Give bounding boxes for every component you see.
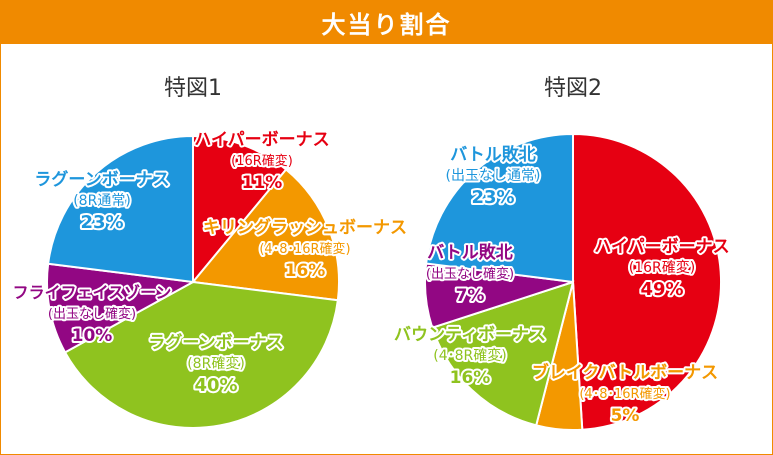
slice-subtitle: (出玉なし通常)	[446, 168, 541, 184]
slice-name: バウンティボーナス	[394, 325, 546, 345]
slice-name: ブレイクバトルボーナス	[532, 362, 718, 383]
slice-percent: 16%	[285, 261, 326, 281]
pie-1-label-3: ラグーンボーナス (8R確変) 40%	[146, 330, 285, 398]
chart-1-title: 特図1	[164, 76, 222, 101]
slice-subtitle: (出玉なし確変)	[48, 306, 136, 322]
pie-1-slice-1	[192, 134, 288, 285]
slice-percent: 10%	[72, 326, 113, 346]
slice-percent: 7%	[456, 286, 485, 306]
pie-1-slice-5	[47, 134, 194, 284]
slice-subtitle: (16R確変)	[629, 259, 695, 276]
pie-2-label-2: ブレイクバトルボーナス (4･8･16R確変) 5%	[530, 360, 720, 428]
slice-name: ラグーンボーナス	[34, 169, 169, 190]
slice-percent: 5%	[611, 406, 640, 426]
slice-percent: 23%	[471, 187, 514, 208]
slice-percent: 49%	[640, 279, 683, 300]
slice-percent: 40%	[194, 375, 237, 396]
slice-name: フライフェイスゾーン	[13, 283, 172, 302]
chart-2-title: 特図2	[544, 76, 602, 101]
slice-name: ラグーンボーナス	[148, 332, 283, 353]
pie-2-label-1: ハイパーボーナス (16R確変) 49%	[592, 235, 731, 302]
pie-1-label-4: フライフェイスゾーン (出玉なし確変) 10%	[11, 281, 174, 348]
slice-subtitle: (8R通常)	[73, 193, 131, 209]
pie-2-label-5: バトル敗北 (出玉なし通常) 23%	[444, 142, 543, 210]
pie-2-label-3: バウンティボーナス (4･8R確変) 16%	[392, 323, 548, 390]
slice-subtitle: (4･8R確変)	[433, 347, 506, 364]
slice-subtitle: (8R確変)	[187, 355, 245, 372]
pie-1-slice-3	[63, 280, 339, 429]
pie-1-slice-4	[45, 262, 197, 354]
slice-name: キリングラッシュボーナス	[203, 217, 407, 238]
slice-subtitle: (16R確変)	[231, 153, 293, 169]
slice-percent: 16%	[450, 368, 491, 388]
slice-name: バトル敗北	[450, 144, 536, 165]
pie-1-label-1: ハイパーボーナス (16R確変) 11%	[192, 128, 331, 195]
slice-name: ハイパーボーナス	[194, 130, 329, 150]
pie-2-slice-3	[430, 280, 575, 427]
slice-subtitle: (4･8･16R確変)	[259, 241, 350, 257]
pie-2-slice-5	[425, 132, 574, 284]
slice-subtitle: (出玉なし確変)	[426, 266, 514, 282]
pie-1-label-2: キリングラッシュボーナス (4･8･16R確変) 16%	[201, 215, 409, 283]
pie-1-label-5: ラグーンボーナス (8R通常) 23%	[32, 167, 171, 235]
pie-2	[424, 132, 723, 432]
pie-1	[45, 134, 340, 429]
pie-2-slice-1	[572, 132, 723, 431]
slice-name: ハイパーボーナス	[594, 237, 729, 257]
slice-percent: 23%	[80, 212, 123, 233]
pie-2-label-4: バトル敗北 (出玉なし確変) 7%	[424, 240, 516, 308]
slice-percent: 11%	[242, 173, 283, 193]
pie-1-slice-2	[191, 168, 340, 302]
slice-name: バトル敗北	[427, 242, 513, 263]
page-title: 大当り割合	[0, 0, 773, 44]
slice-subtitle: (4･8･16R確変)	[579, 386, 670, 402]
